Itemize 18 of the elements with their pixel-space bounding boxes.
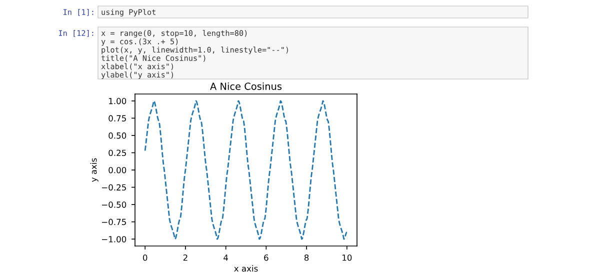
x-tick-label: 6 (264, 254, 268, 261)
x-tick-label: 0 (142, 254, 148, 261)
x-tick-label: 10 (342, 254, 352, 261)
y-tick-label: −0.25 (102, 184, 126, 191)
y-axis-title: y axis (90, 158, 98, 182)
x-tick-label: 8 (304, 254, 309, 261)
y-tick-label: 0.00 (108, 166, 126, 174)
chart-title: A Nice Cosinus (210, 82, 282, 90)
y-tick-label: −1.00 (102, 236, 126, 242)
x-tick-label: 2 (183, 254, 188, 261)
y-tick-label: 0.25 (108, 150, 126, 156)
y-tick-label: 1.00 (109, 98, 126, 104)
x-tick-label: 4 (224, 254, 228, 261)
y-tick-label: 0.50 (108, 132, 126, 139)
y-tick-label: −0.50 (102, 202, 126, 208)
y-tick-label: −0.75 (102, 218, 126, 226)
y-tick-label: 0.75 (108, 115, 126, 122)
x-axis-title: x axis (234, 265, 258, 272)
